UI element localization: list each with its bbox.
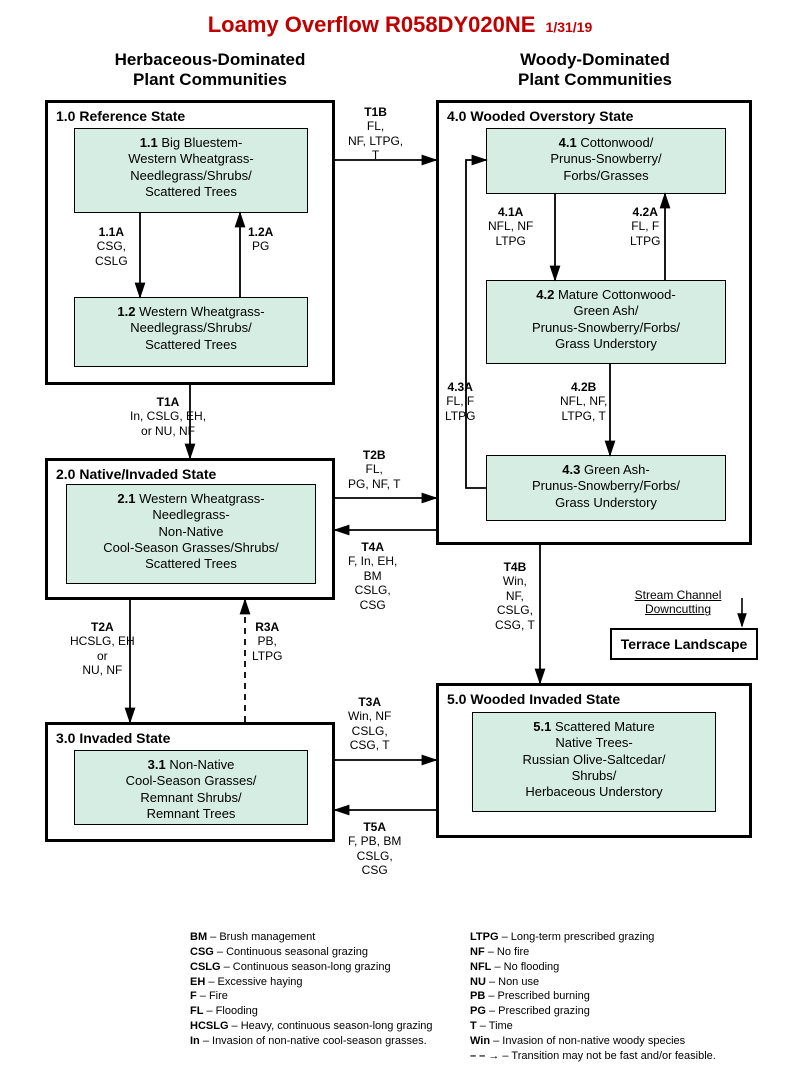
label-t1b: T1B FL, NF, LTPG, T bbox=[348, 105, 403, 163]
label-r3a: R3A PB, LTPG bbox=[252, 620, 282, 663]
label-4-1a: 4.1A NFL, NF LTPG bbox=[488, 205, 533, 248]
title-date: 1/31/19 bbox=[546, 19, 593, 35]
stream-channel-label: Stream ChannelDowncutting bbox=[618, 588, 738, 617]
heading-herbaceous: Herbaceous-Dominated Plant Communities bbox=[85, 50, 335, 91]
label-t4b: T4B Win, NF, CSLG, CSG, T bbox=[495, 560, 535, 632]
state-1-title: 1.0 Reference State bbox=[48, 103, 332, 128]
page-title: Loamy Overflow R058DY020NE 1/31/19 bbox=[0, 12, 800, 38]
label-t2a: T2A HCSLG, EH or NU, NF bbox=[70, 620, 135, 678]
community-1-1: 1.1 Big Bluestem-Western Wheatgrass-Need… bbox=[74, 128, 308, 213]
label-t3a: T3A Win, NF CSLG, CSG, T bbox=[348, 695, 391, 753]
legend-right: LTPG – Long-term prescribed grazingNF – … bbox=[470, 930, 716, 1064]
community-4-3: 4.3 Green Ash-Prunus-Snowberry/Forbs/Gra… bbox=[486, 455, 726, 521]
community-1-2: 1.2 Western Wheatgrass-Needlegrass/Shrub… bbox=[74, 297, 308, 367]
label-4-3a: 4.3A FL, F LTPG bbox=[445, 380, 475, 423]
community-4-1: 4.1 Cottonwood/Prunus-Snowberry/Forbs/Gr… bbox=[486, 128, 726, 194]
state-3-title: 3.0 Invaded State bbox=[48, 725, 332, 750]
label-t5a: T5A F, PB, BM CSLG, CSG bbox=[348, 820, 401, 878]
label-1-1a: 1.1A CSG, CSLG bbox=[95, 225, 128, 268]
title-main: Loamy Overflow R058DY020NE bbox=[208, 12, 536, 37]
label-4-2b: 4.2B NFL, NF, LTPG, T bbox=[560, 380, 607, 423]
terrace-landscape-box: Terrace Landscape bbox=[610, 628, 758, 660]
state-5-title: 5.0 Wooded Invaded State bbox=[439, 686, 749, 711]
community-5-1: 5.1 Scattered MatureNative Trees-Russian… bbox=[472, 712, 716, 812]
label-t2b: T2B FL, PG, NF, T bbox=[348, 448, 400, 491]
community-4-2: 4.2 Mature Cottonwood-Green Ash/Prunus-S… bbox=[486, 280, 726, 364]
heading-woody: Woody-Dominated Plant Communities bbox=[470, 50, 720, 91]
label-1-2a: 1.2A PG bbox=[248, 225, 273, 254]
label-4-2a: 4.2A FL, F LTPG bbox=[630, 205, 660, 248]
community-2-1: 2.1 Western Wheatgrass-Needlegrass-Non-N… bbox=[66, 484, 316, 584]
community-3-1: 3.1 Non-NativeCool-Season Grasses/Remnan… bbox=[74, 750, 308, 825]
legend-left: BM – Brush managementCSG – Continuous se… bbox=[190, 930, 433, 1049]
state-2-title: 2.0 Native/Invaded State bbox=[48, 461, 332, 486]
label-t4a: T4A F, In, EH, BM CSLG, CSG bbox=[348, 540, 397, 612]
label-t1a: T1A In, CSLG, EH, or NU, NF bbox=[130, 395, 206, 438]
state-4-title: 4.0 Wooded Overstory State bbox=[439, 103, 749, 128]
